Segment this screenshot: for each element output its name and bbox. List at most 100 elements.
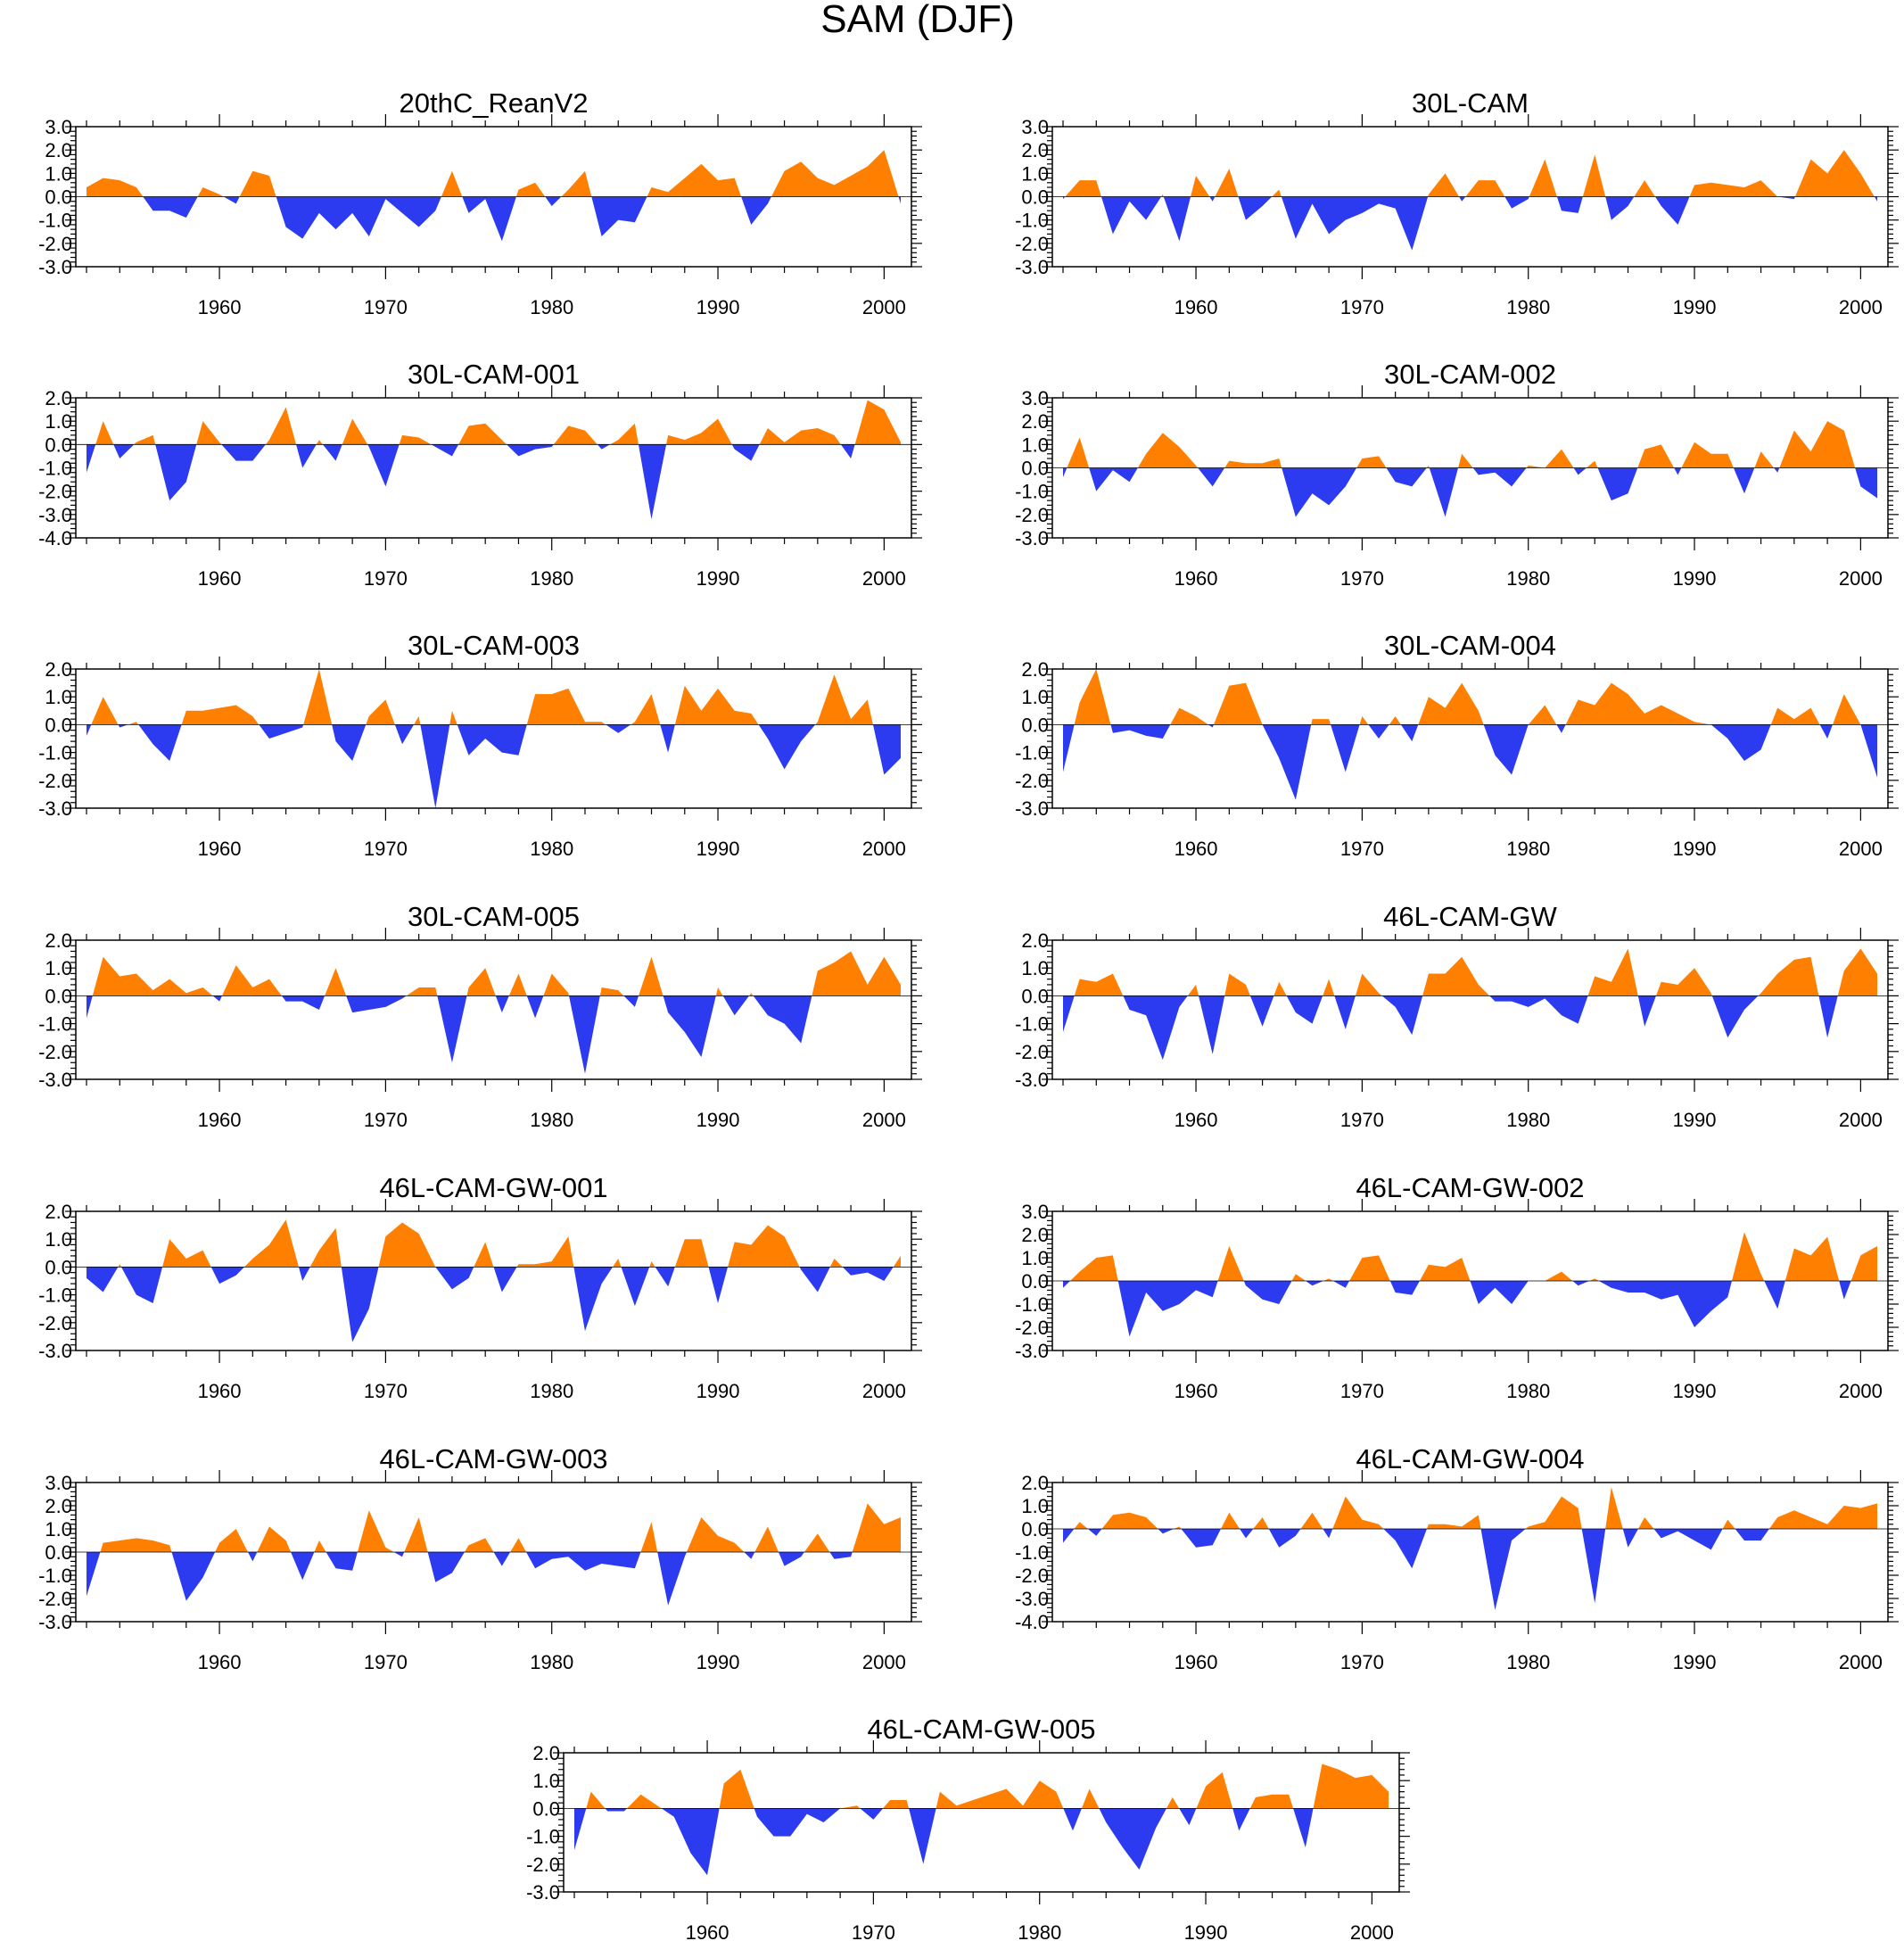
x-tick-label: 1980 <box>530 567 573 590</box>
figure-title: SAM (DJF) <box>820 0 1015 41</box>
panel-46l-cam-gw: 46L-CAM-GW 2.0 1.0 0.0 -1.0 -2.0 -3.0 1960 1970 1… <box>1015 901 1899 1131</box>
x-tick-label: 2000 <box>1839 1651 1883 1673</box>
x-tick-label: 1980 <box>530 838 573 860</box>
negative-area <box>1063 467 1877 517</box>
panel-title: 46L-CAM-GW-003 <box>379 1443 607 1474</box>
x-tick-label: 1990 <box>1673 296 1717 318</box>
x-tick-label: 1980 <box>530 296 573 318</box>
x-tick-label: 1990 <box>696 838 740 860</box>
y-tick-label: 1.0 <box>45 410 72 433</box>
x-tick-label: 1990 <box>696 1651 740 1673</box>
panel-46l-cam-gw-005: 46L-CAM-GW-005 2.0 1.0 0.0 -1.0 -2.0 -3.0 1960 1… <box>526 1714 1410 1941</box>
plot-frame <box>75 397 912 539</box>
positive-area <box>1063 669 1877 725</box>
y-tick-label: 1.0 <box>45 1518 72 1540</box>
x-tick-label: 2000 <box>862 838 906 860</box>
x-tick-label: 2000 <box>862 1651 906 1673</box>
x-tick-label: 1970 <box>1340 1380 1384 1402</box>
x-tick-label: 1990 <box>1673 838 1717 860</box>
y-tick-label: -3.0 <box>38 1611 72 1633</box>
x-tick-label: 1990 <box>696 1109 740 1131</box>
negative-area <box>87 1267 901 1342</box>
positive-area <box>87 669 901 725</box>
y-tick-label: 0.0 <box>1021 186 1049 209</box>
y-tick-label: 3.0 <box>1021 387 1049 409</box>
panel-title: 30L-CAM-005 <box>408 901 580 932</box>
y-tick-label: -3.0 <box>38 1340 72 1362</box>
y-tick-label: 3.0 <box>45 116 72 138</box>
x-tick-label: 2000 <box>862 1109 906 1131</box>
y-tick-label: -3.0 <box>1015 797 1049 820</box>
y-tick-label: 0.0 <box>1021 1518 1049 1540</box>
x-tick-label: 1990 <box>1673 1109 1717 1131</box>
panel-30l-cam: 30L-CAM 3.02.01.00.0-1.0-2.0-3.0 1960 1970 1… <box>1015 87 1899 318</box>
x-tick-label: 1990 <box>1673 567 1717 590</box>
panel-title: 30L-CAM <box>1412 87 1529 119</box>
y-tick-label: -1.0 <box>38 210 72 232</box>
panel-46l-cam-gw-003: 46L-CAM-GW-003 3.02.01.00.0-1.0-2.0-3.0 19… <box>38 1443 922 1673</box>
y-tick-label: 2.0 <box>1021 139 1049 161</box>
panel-46l-cam-gw-002: 46L-CAM-GW-002 3.02.01.00.0-1.0-2.0-3.0 19… <box>1015 1172 1899 1402</box>
x-tick-label: 1970 <box>1340 1651 1384 1673</box>
y-tick-label: -1.0 <box>1015 1013 1049 1036</box>
y-tick-label: -1.0 <box>1015 1293 1049 1316</box>
y-tick-label: -2.0 <box>1015 233 1049 255</box>
y-tick-label: -3.0 <box>1015 256 1049 278</box>
y-tick-label: -2.0 <box>38 233 72 255</box>
y-tick-label: 1.0 <box>1021 686 1049 708</box>
y-tick-label: -3.0 <box>1015 1069 1049 1091</box>
y-tick-label: -2.0 <box>38 1041 72 1063</box>
x-tick-label: 2000 <box>1839 567 1883 590</box>
y-tick-label: 0.0 <box>1021 714 1049 736</box>
y-tick-label: 2.0 <box>1021 1224 1049 1246</box>
y-tick-label: 1.0 <box>532 1770 560 1792</box>
negative-area <box>87 196 901 242</box>
y-tick-label: 0.0 <box>45 186 72 209</box>
negative-area <box>87 1552 901 1606</box>
y-tick-label: -3.0 <box>38 797 72 820</box>
x-tick-label: 2000 <box>1839 296 1883 318</box>
x-tick-label: 1980 <box>530 1380 573 1402</box>
y-tick-label: -2.0 <box>38 481 72 503</box>
positive-area <box>87 150 901 197</box>
y-tick-label: 2.0 <box>45 658 72 681</box>
x-tick-label: 1960 <box>1175 296 1218 318</box>
x-tick-label: 1980 <box>530 1651 573 1673</box>
x-tick-label: 2000 <box>1839 838 1883 860</box>
y-tick-label: 0.0 <box>1021 1270 1049 1293</box>
y-tick-label: -1.0 <box>1015 481 1049 503</box>
y-tick-label: 0.0 <box>45 714 72 736</box>
x-tick-label: 1980 <box>1506 838 1550 860</box>
x-tick-label: 1960 <box>1175 838 1218 860</box>
y-tick-label: 2.0 <box>1021 929 1049 952</box>
y-tick-label: -1.0 <box>38 742 72 764</box>
x-tick-label: 1970 <box>1340 567 1384 590</box>
x-tick-label: 1980 <box>1506 1109 1550 1131</box>
x-tick-label: 1980 <box>1506 1380 1550 1402</box>
x-tick-label: 2000 <box>1839 1109 1883 1131</box>
x-tick-label: 2000 <box>862 567 906 590</box>
y-tick-label: 1.0 <box>1021 434 1049 456</box>
y-tick-label: -1.0 <box>1015 742 1049 764</box>
x-tick-label: 1960 <box>686 1921 729 1941</box>
x-tick-label: 2000 <box>1839 1380 1883 1402</box>
x-tick-label: 1970 <box>364 567 408 590</box>
x-tick-label: 1960 <box>1175 1380 1218 1402</box>
panel-20thc-reanv2: 20thC_ReanV2 3.02.01.00.0-1.0-2.0-3.0 1960… <box>38 87 922 318</box>
y-tick-label: 0.0 <box>45 434 72 456</box>
y-tick-label: 2.0 <box>45 1495 72 1517</box>
y-tick-label: 3.0 <box>45 1472 72 1494</box>
y-tick-label: -1.0 <box>38 1284 72 1307</box>
y-tick-label: -2.0 <box>526 1854 560 1876</box>
negative-area <box>1063 995 1877 1061</box>
y-tick-label: -1.0 <box>38 458 72 480</box>
panel-title: 20thC_ReanV2 <box>400 87 589 119</box>
positive-area <box>1063 421 1877 468</box>
y-tick-label: -3.0 <box>1015 527 1049 549</box>
panel-30l-cam-003: 30L-CAM-003 2.0 1.0 0.0 -1.0 -2.0 -3.0 1960 1970… <box>38 630 922 860</box>
x-tick-label: 1960 <box>198 1380 242 1402</box>
y-tick-label: 2.0 <box>45 387 72 409</box>
y-tick-label: 3.0 <box>1021 116 1049 138</box>
x-tick-label: 1960 <box>198 1109 242 1131</box>
y-tick-label: 1.0 <box>45 162 72 185</box>
